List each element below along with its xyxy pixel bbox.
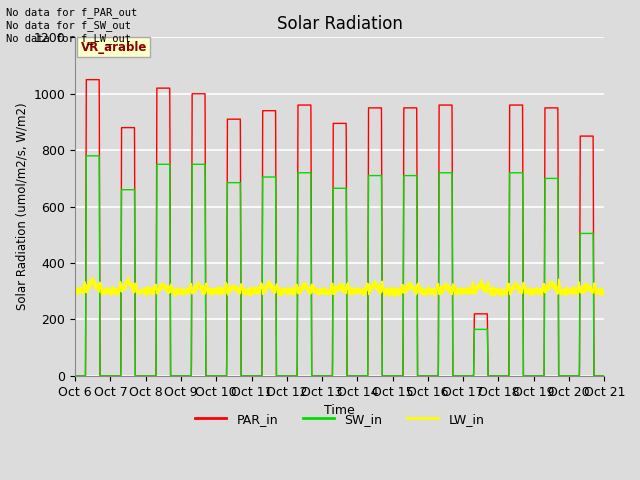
Text: VR_arable: VR_arable (81, 41, 147, 54)
Text: No data for f_LW_out: No data for f_LW_out (6, 33, 131, 44)
Legend: PAR_in, SW_in, LW_in: PAR_in, SW_in, LW_in (190, 408, 490, 431)
Title: Solar Radiation: Solar Radiation (276, 15, 403, 33)
Y-axis label: Solar Radiation (umol/m2/s, W/m2): Solar Radiation (umol/m2/s, W/m2) (15, 103, 28, 311)
Text: No data for f_PAR_out: No data for f_PAR_out (6, 7, 138, 18)
Text: No data for f_SW_out: No data for f_SW_out (6, 20, 131, 31)
X-axis label: Time: Time (324, 404, 355, 417)
